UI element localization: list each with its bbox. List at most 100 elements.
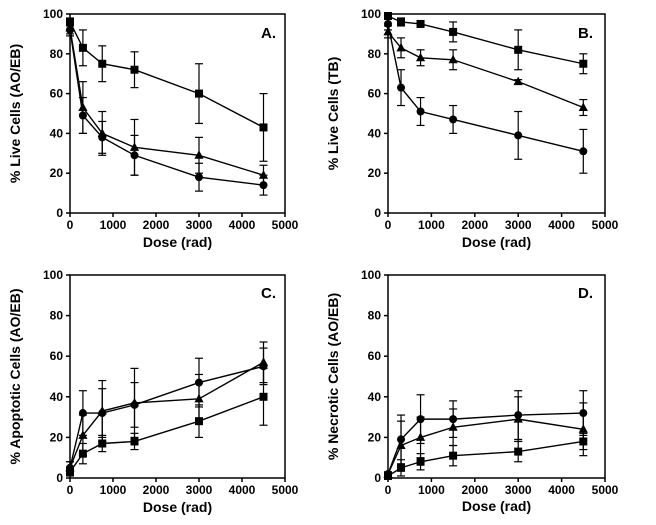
x-tick-label: 2000 [461,218,488,232]
panel-label: D. [578,285,593,302]
y-tick-label: 40 [50,390,64,404]
y-tick-label: 60 [368,87,382,101]
data-point-square [130,65,139,74]
data-point-square [98,439,107,448]
y-axis-label: % Apoptotic Cells (AO/EB) [7,288,23,464]
data-point-square [259,123,268,132]
x-tick-label: 4000 [229,483,256,497]
series-square [66,17,268,162]
x-tick-label: 4000 [548,218,575,232]
data-point-square [130,437,139,446]
x-tick-label: 2000 [143,483,170,497]
x-tick-label: 3000 [186,218,213,232]
series-square [384,11,588,75]
data-point-circle [384,469,392,478]
series-circle [66,23,268,196]
data-point-triangle [578,102,588,112]
data-point-square [78,43,87,52]
x-tick-label: 5000 [592,218,619,232]
data-point-circle [130,151,139,160]
data-point-circle [514,411,523,420]
y-tick-label: 0 [374,471,381,485]
y-tick-label: 40 [368,126,382,140]
data-point-square [449,451,458,460]
series-line [69,21,264,129]
series-circle [384,390,588,478]
y-tick-label: 80 [368,47,382,61]
data-point-circle [195,173,203,182]
data-point-circle [259,181,268,190]
series-line [69,29,264,186]
x-tick-label: 1000 [418,483,445,497]
data-point-circle [579,147,588,156]
data-point-circle [98,409,107,418]
y-tick-label: 100 [43,268,63,282]
data-point-circle [397,435,406,444]
series-square [66,367,268,477]
data-point-square [98,59,107,68]
x-tick-label: 5000 [592,483,619,497]
y-tick-label: 60 [368,349,382,363]
x-tick-label: 0 [385,483,392,497]
data-point-triangle [258,170,269,179]
data-point-circle [78,409,87,418]
panel-label: A. [261,25,276,42]
x-tick-label: 5000 [272,483,299,497]
x-tick-label: 5000 [272,218,299,232]
series-line [69,361,264,469]
data-point-circle [195,378,203,387]
y-tick-label: 20 [50,430,64,444]
plot-frame [69,274,286,479]
x-axis-label: Dose (rad) [143,499,212,515]
series-line [387,31,584,109]
data-point-circle [66,463,74,472]
data-point-circle [130,400,139,409]
data-point-square [195,89,203,98]
y-tick-label: 20 [368,166,382,180]
series-line [387,23,584,152]
data-point-circle [449,415,458,424]
series-circle [66,347,268,475]
series-triangle [383,396,588,478]
series-line [387,418,584,475]
x-tick-label: 2000 [143,218,170,232]
data-point-circle [397,83,406,92]
x-tick-label: 1000 [418,218,445,232]
data-point-circle [66,25,74,34]
x-tick-label: 3000 [505,218,532,232]
data-point-circle [416,415,425,424]
data-point-circle [384,19,392,28]
data-point-triangle [396,42,406,52]
x-axis-label: Dose (rad) [462,498,531,514]
series-triangle [383,25,588,117]
series-line [69,365,264,469]
y-tick-label: 100 [361,7,381,21]
x-tick-label: 4000 [548,483,575,497]
plot-frame [69,13,286,214]
x-tick-label: 3000 [186,483,213,497]
x-tick-label: 3000 [505,483,532,497]
x-tick-label: 0 [67,218,74,232]
y-tick-label: 0 [56,206,63,220]
y-tick-label: 80 [368,309,382,323]
chart-panel-1: 0 1000 2000 3000 4000 5000 0 20 40 60 80 100 Dose (r… [7,7,299,250]
data-point-square [514,45,523,54]
x-tick-label: 1000 [100,218,127,232]
series-circle [384,17,588,174]
data-point-square [514,447,523,456]
data-point-square [416,19,425,28]
data-point-triangle [415,52,426,62]
chart-panel-4: 0 1000 2000 3000 4000 5000 0 20 40 60 80 100 Dose (r… [325,268,619,514]
panel-label: C. [261,285,276,302]
y-tick-label: 80 [50,309,64,323]
y-tick-label: 40 [368,390,382,404]
series-triangle [65,21,269,186]
data-point-circle [78,111,87,120]
data-point-square [579,59,588,68]
data-point-triangle [448,54,458,64]
y-axis-label: % Live Cells (AO/EB) [7,44,23,183]
x-tick-label: 1000 [100,483,127,497]
y-tick-label: 0 [374,206,381,220]
data-point-square [416,457,425,466]
